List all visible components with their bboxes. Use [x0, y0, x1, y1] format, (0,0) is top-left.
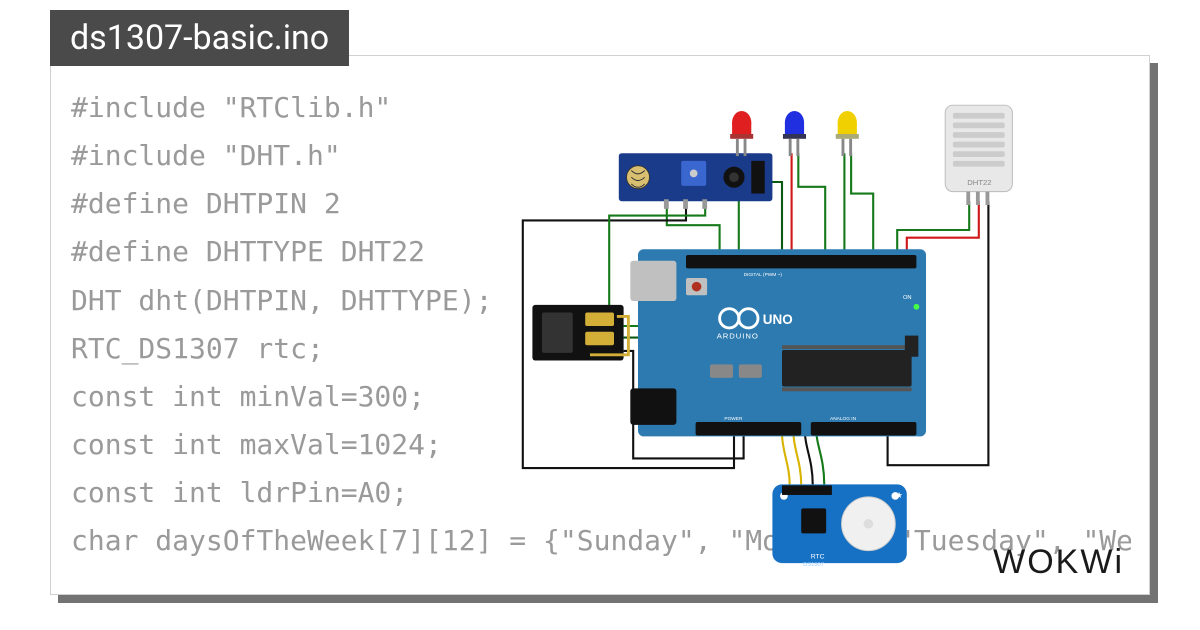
preview-card: #include "RTClib.h" #include "DHT.h" #de…: [50, 55, 1150, 595]
code-listing: #include "RTClib.h" #include "DHT.h" #de…: [71, 84, 1131, 584]
file-title-tab: ds1307-basic.ino: [50, 10, 349, 66]
wokwi-logo: WOKWi: [993, 543, 1124, 582]
